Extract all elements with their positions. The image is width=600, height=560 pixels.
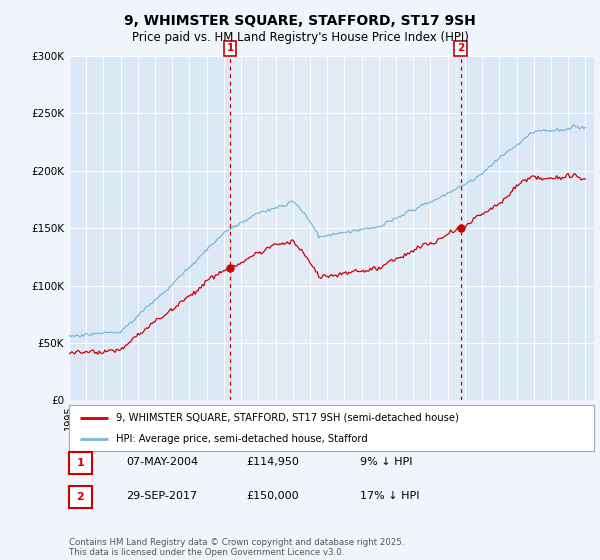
Text: 9% ↓ HPI: 9% ↓ HPI (360, 457, 413, 467)
Text: 17% ↓ HPI: 17% ↓ HPI (360, 491, 419, 501)
Text: 07-MAY-2004: 07-MAY-2004 (126, 457, 198, 467)
Text: 9, WHIMSTER SQUARE, STAFFORD, ST17 9SH (semi-detached house): 9, WHIMSTER SQUARE, STAFFORD, ST17 9SH (… (116, 413, 459, 423)
Text: Contains HM Land Registry data © Crown copyright and database right 2025.
This d: Contains HM Land Registry data © Crown c… (69, 538, 404, 557)
Point (456, 224, 466, 233)
Text: 2: 2 (457, 43, 464, 53)
Bar (230, 56, 461, 400)
Text: 29-SEP-2017: 29-SEP-2017 (126, 491, 197, 501)
Text: 9, WHIMSTER SQUARE, STAFFORD, ST17 9SH: 9, WHIMSTER SQUARE, STAFFORD, ST17 9SH (124, 14, 476, 28)
Text: 2: 2 (77, 492, 84, 502)
Text: HPI: Average price, semi-detached house, Stafford: HPI: Average price, semi-detached house,… (116, 435, 368, 444)
Text: 1: 1 (226, 43, 234, 53)
Text: 1: 1 (77, 458, 84, 468)
Text: £114,950: £114,950 (246, 457, 299, 467)
Point (226, 264, 235, 273)
Text: £150,000: £150,000 (246, 491, 299, 501)
Text: Price paid vs. HM Land Registry's House Price Index (HPI): Price paid vs. HM Land Registry's House … (131, 31, 469, 44)
